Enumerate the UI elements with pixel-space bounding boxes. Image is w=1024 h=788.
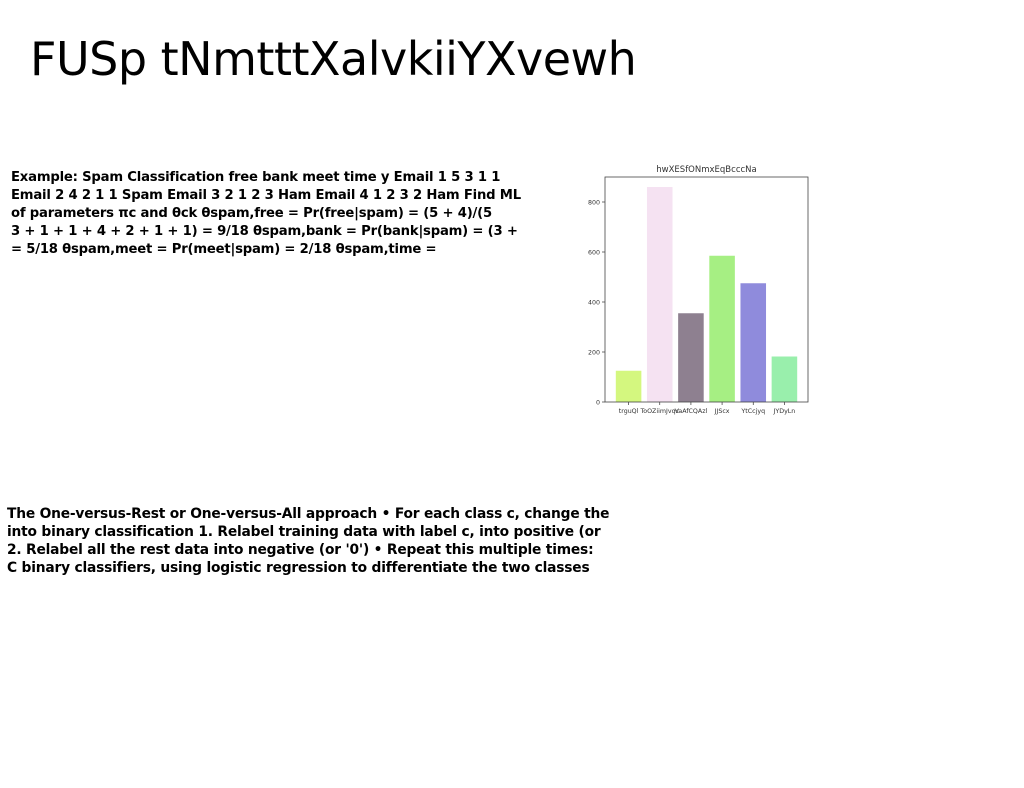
text-line: 3 + 1 + 1 + 4 + 2 + 1 + 1) = 9/18 θspam,… xyxy=(11,224,518,239)
y-tick-label: 200 xyxy=(588,349,600,356)
text-line: The One-versus-Rest or One-versus-All ap… xyxy=(7,506,610,522)
text-line: of parameters πc and θck θspam,free = Pr… xyxy=(11,206,492,221)
x-tick-label: JYDyLn xyxy=(773,408,796,415)
text-line: into binary classification 1. Relabel tr… xyxy=(7,524,601,540)
bar xyxy=(678,313,704,402)
bar xyxy=(740,283,767,402)
x-tick-label: ToOZiimJvqc xyxy=(639,408,679,415)
x-tick-label: YtCcjyq xyxy=(740,408,765,415)
text-line: = 5/18 θspam,meet = Pr(meet|spam) = 2/18… xyxy=(11,242,437,257)
bar-chart: hwXESfONmxEqBcccNa trguQl ToOZiimJvqcVaAfC… xyxy=(588,165,809,415)
text-line: C binary classifiers, using logistic reg… xyxy=(7,560,590,576)
bar xyxy=(771,356,798,402)
y-tick-label: 400 xyxy=(588,299,600,306)
bar xyxy=(709,255,735,402)
spam-example-text: Example: Spam Classification free bank m… xyxy=(11,169,521,259)
one-vs-rest-text: The One-versus-Rest or One-versus-All ap… xyxy=(7,505,609,577)
chart-title: hwXESfONmxEqBcccNa xyxy=(656,165,756,175)
y-tick-label: 800 xyxy=(588,199,600,206)
x-tick-label: VaAfCQAzl xyxy=(675,408,708,415)
bar xyxy=(646,187,673,402)
bar xyxy=(615,370,642,402)
text-line: Email 2 4 2 1 1 Spam Email 3 2 1 2 3 Ham… xyxy=(11,188,521,203)
slide-title: FUSp tNmtttXalvkiiYXvewh xyxy=(30,32,637,86)
text-line: Example: Spam Classification free bank m… xyxy=(11,170,501,185)
x-tick-label: trguQl xyxy=(619,408,639,415)
y-tick-label: 0 xyxy=(596,399,600,406)
x-tick-label: JJScx xyxy=(714,408,730,415)
y-tick-label: 600 xyxy=(588,249,600,256)
text-line: 2. Relabel all the rest data into negati… xyxy=(7,542,594,558)
plot-frame xyxy=(604,176,809,403)
